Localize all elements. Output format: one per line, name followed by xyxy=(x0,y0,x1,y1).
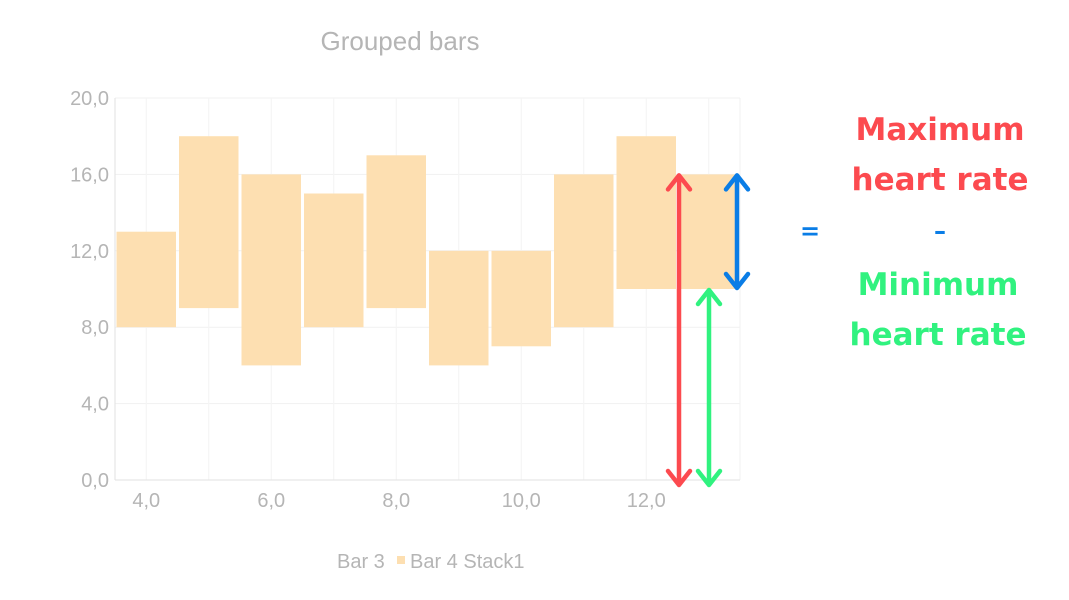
bar-series xyxy=(116,136,739,366)
bar xyxy=(304,193,364,328)
legend[interactable]: Bar 3 Bar 4 Stack1 xyxy=(337,551,525,573)
min-label-line1: Minimum xyxy=(857,267,1019,303)
arrow-head-top xyxy=(695,287,723,307)
x-tick-label: 12,0 xyxy=(627,490,666,512)
arrows xyxy=(665,173,751,488)
max-heart-rate-label: Maximum heart rate xyxy=(820,105,1060,205)
chart-title: Grouped bars xyxy=(321,26,480,56)
legend-label-bar3: Bar 3 xyxy=(337,551,385,573)
bar xyxy=(554,174,614,328)
arrow-head-bottom xyxy=(695,468,723,488)
max-label-line1: Maximum xyxy=(855,112,1025,148)
equals-sign: = xyxy=(799,217,821,245)
min-heart-rate-label: Minimum heart rate xyxy=(818,260,1058,360)
bar xyxy=(679,174,739,289)
arrow-head-top xyxy=(665,173,693,192)
axes: 0,0 4,0 8,0 12,0 16,0 20,0 4,0 6,0 8,0 10,0 12,0 xyxy=(70,88,740,512)
bar xyxy=(429,250,489,366)
y-tick-label: 8,0 xyxy=(81,317,109,339)
x-tick-label: 8,0 xyxy=(382,490,410,512)
bar xyxy=(491,250,551,347)
arrow-head-bottom xyxy=(665,468,693,488)
bar xyxy=(241,174,301,366)
min-label-line2: heart rate xyxy=(849,317,1027,353)
heart-rate-range-arrow xyxy=(723,173,751,291)
bar xyxy=(616,136,676,289)
legend-label-bar4: Bar 4 Stack1 xyxy=(410,551,525,573)
y-tick-label: 4,0 xyxy=(81,394,109,416)
y-tick-label: 12,0 xyxy=(70,241,109,263)
x-tick-label: 10,0 xyxy=(502,490,541,512)
bar xyxy=(366,155,426,309)
y-tick-label: 16,0 xyxy=(70,164,109,186)
x-tick-label: 4,0 xyxy=(132,490,160,512)
max-heart-rate-arrow xyxy=(665,173,693,488)
max-label-line2: heart rate xyxy=(851,162,1029,198)
min-heart-rate-arrow xyxy=(695,287,723,488)
bar xyxy=(179,136,239,309)
y-tick-label: 20,0 xyxy=(70,88,109,110)
arrow-head-top xyxy=(723,173,751,192)
minus-sign: – xyxy=(934,217,946,245)
x-tick-label: 6,0 xyxy=(257,490,285,512)
legend-swatch-bar4 xyxy=(397,556,405,564)
y-tick-label: 0,0 xyxy=(81,470,109,492)
bar xyxy=(116,231,176,328)
arrow-head-bottom xyxy=(723,271,751,291)
